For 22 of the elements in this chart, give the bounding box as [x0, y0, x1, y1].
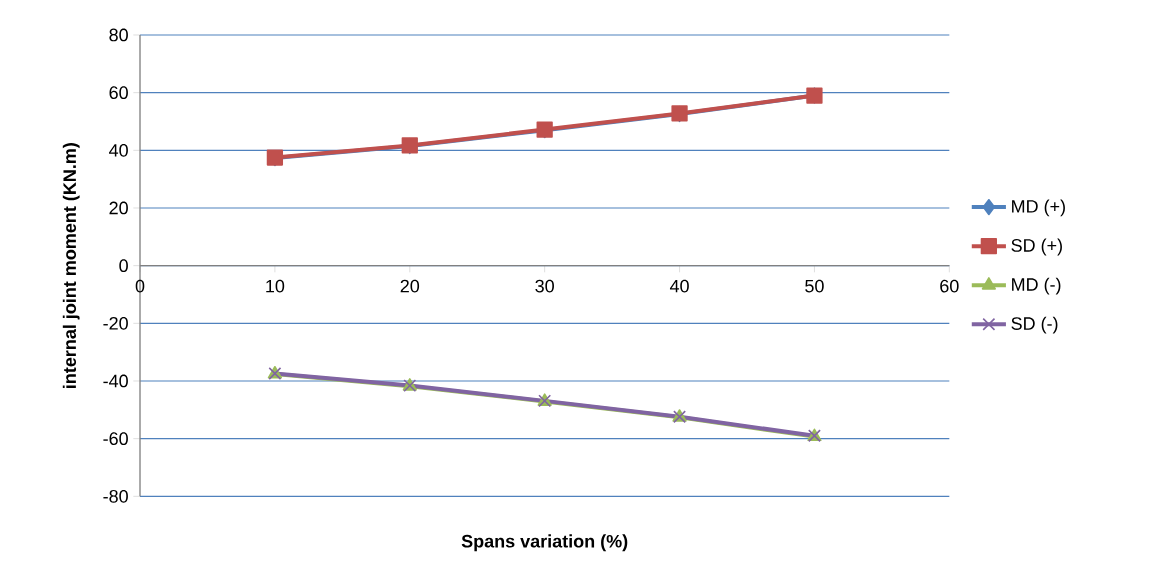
y-tick-label: 0: [119, 259, 128, 273]
y-tick-label: -20: [103, 316, 128, 330]
y-tick-label: 20: [109, 201, 128, 215]
y-tick-label: 80: [109, 28, 128, 42]
y-tick-label: -40: [103, 374, 128, 388]
x-tick-label: 10: [266, 279, 285, 293]
x-tick-label: 30: [535, 279, 554, 293]
y-tick-label: 60: [109, 86, 128, 100]
x-tick-label: 50: [805, 279, 824, 293]
y-tick-label: -60: [103, 432, 128, 446]
x-tick-label: 20: [400, 279, 420, 293]
legend-label: MD (+): [1012, 199, 1065, 217]
x-tick-label: 0: [135, 279, 145, 293]
legend-label: MD (-): [1012, 277, 1061, 295]
legend-label: SD (-): [1011, 316, 1058, 334]
x-tick-label: 60: [940, 279, 959, 293]
x-tick-label: 40: [669, 279, 689, 293]
y-axis-title: internal joint moment (KN.m): [62, 143, 80, 388]
y-tick-label: 40: [109, 143, 128, 157]
x-axis-title: Spans variation (%): [461, 534, 628, 552]
legend-label: SD (+): [1011, 238, 1062, 256]
y-tick-label: -80: [103, 489, 128, 503]
